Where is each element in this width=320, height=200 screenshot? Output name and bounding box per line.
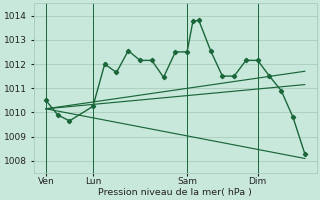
X-axis label: Pression niveau de la mer( hPa ): Pression niveau de la mer( hPa ) [98, 188, 252, 197]
